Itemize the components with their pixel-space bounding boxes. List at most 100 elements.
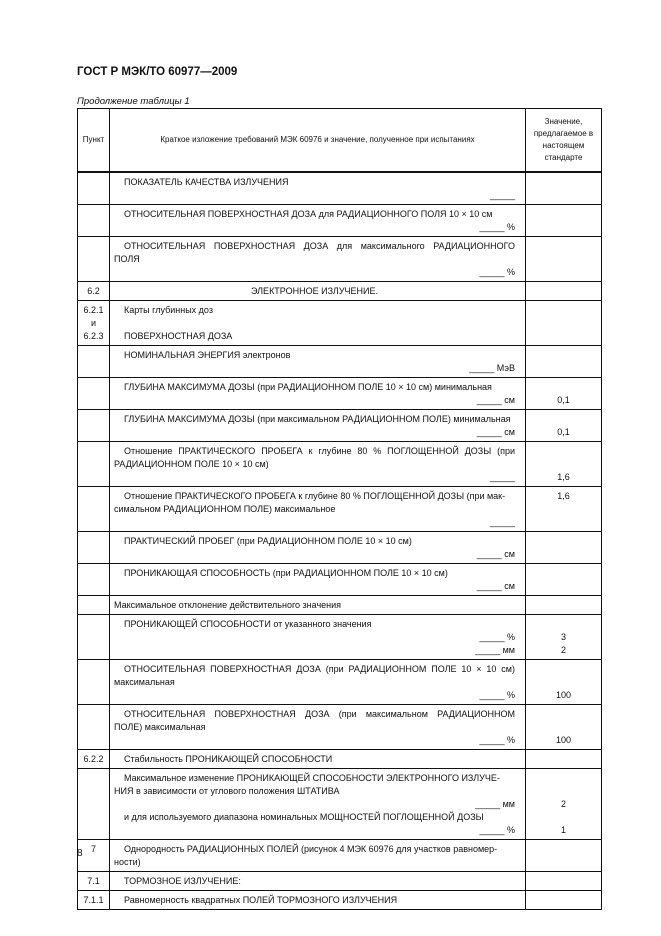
- punkt-cell: 6.2.1 и 6.2.3: [77, 300, 110, 346]
- requirement-text: максимальная: [114, 677, 175, 687]
- standard-value: 100: [555, 735, 572, 745]
- standard-value: [526, 811, 601, 824]
- standard-value: 1,6: [557, 472, 570, 482]
- blank-field: _____: [489, 472, 515, 482]
- table-row: ОТНОСИТЕЛЬНАЯ ПОВЕРХНОСТНАЯ ДОЗА (при ма…: [77, 704, 602, 750]
- punkt-number: и: [90, 318, 97, 328]
- standard-value: [526, 266, 601, 279]
- standard-value: 1,6: [557, 491, 570, 501]
- requirement-text: ОТНОСИТЕЛЬНАЯ ПОВЕРХНОСТНАЯ ДОЗА (при ма…: [124, 709, 515, 719]
- table-row: Отношение ПРАКТИЧЕСКОГО ПРОБЕГА к глубин…: [77, 486, 602, 532]
- punkt-cell: 7.1.1: [77, 890, 110, 910]
- summary-cell: Стабильность ПРОНИКАЮЩЕЙ СПОСОБНОСТИ: [109, 749, 526, 769]
- table-row: НОМИНАЛЬНАЯ ЭНЕРГИЯ электронов _____ МэВ: [77, 345, 602, 378]
- summary-cell: ОТНОСИТЕЛЬНАЯ ПОВЕРХНОСТНАЯ ДОЗА (при ма…: [109, 704, 526, 750]
- standard-value: [526, 785, 601, 798]
- punkt-cell: 7.1: [77, 871, 110, 891]
- standard-value: [526, 253, 601, 266]
- requirement-text: и для используемого диапазона номинальны…: [124, 812, 484, 822]
- table-row: ОТНОСИТЕЛЬНАЯ ПОВЕРХНОСТНАЯ ДОЗА (при РА…: [77, 659, 602, 705]
- punkt-number: 6.2: [87, 286, 100, 296]
- requirement-text: Равномерность квадратных ПОЛЕЙ ТОРМОЗНОГ…: [124, 895, 398, 905]
- requirement-text: РАДИАЦИОННОМ ПОЛЕ 10 × 10 см): [114, 459, 269, 469]
- punkt-cell: [77, 563, 110, 596]
- table-body: ПОКАЗАТЕЛЬ КАЧЕСТВА ИЗЛУЧЕНИЯ _____ ОТНОСИ…: [77, 171, 602, 910]
- summary-cell: Максимальное изменение ПРОНИКАЮЩЕЙ СПОСО…: [109, 768, 526, 840]
- summary-cell: ОТНОСИТЕЛЬНАЯ ПОВЕРХНОСТНАЯ ДОЗА для мак…: [109, 236, 526, 282]
- punkt-cell: 6.2.2: [77, 749, 110, 769]
- blank-field: _____: [489, 517, 515, 527]
- summary-cell: НОМИНАЛЬНАЯ ЭНЕРГИЯ электронов _____ МэВ: [109, 345, 526, 378]
- value-cell: [525, 345, 602, 378]
- value-cell: [525, 839, 602, 872]
- standard-value: [526, 580, 601, 593]
- standard-value: [526, 503, 601, 516]
- value-cell: [525, 281, 602, 301]
- table-caption: Продолжение таблицы 1: [77, 96, 190, 107]
- punkt-cell: [77, 704, 110, 750]
- value-cell: 1,6: [525, 486, 602, 532]
- table-row: ПРОНИКАЮЩЕЙ СПОСОБНОСТИ от указанного зн…: [77, 614, 602, 660]
- standard-value: [526, 843, 601, 856]
- standard-value: [526, 567, 601, 580]
- requirement-text: ОТНОСИТЕЛЬНАЯ ПОВЕРХНОСТНАЯ ДОЗА для мак…: [124, 241, 515, 251]
- standard-value: [526, 445, 601, 458]
- table-row: ГЛУБИНА МАКСИМУМА ДОЗЫ (при максимальном…: [77, 409, 602, 442]
- value-cell: [525, 171, 602, 205]
- standard-value: 0,1: [557, 395, 570, 405]
- blank-field: _____ см: [476, 549, 515, 559]
- standard-value: [526, 349, 601, 362]
- standard-value: [526, 856, 601, 869]
- punkt-cell: 6.2: [77, 281, 110, 301]
- requirement-text: ПОЛЯ: [114, 254, 140, 264]
- requirement-text: ности): [114, 857, 141, 867]
- requirement-text: ОТНОСИТЕЛЬНАЯ ПОВЕРХНОСТНАЯ ДОЗА (при РА…: [124, 664, 515, 674]
- standard-value: 3: [560, 632, 566, 642]
- blank-field: _____ МэВ: [469, 363, 515, 373]
- table-row: Отношение ПРАКТИЧЕСКОГО ПРОБЕГА к глубин…: [77, 441, 602, 487]
- punkt-number: 6.2.2: [83, 754, 104, 764]
- blank-field: _____ мм: [475, 645, 515, 655]
- standard-value: [526, 304, 601, 317]
- table-row: Максимальное изменение ПРОНИКАЮЩЕЙ СПОСО…: [77, 768, 602, 840]
- summary-cell: Однородность РАДИАЦИОННЫХ ПОЛЕЙ (рисунок…: [109, 839, 526, 872]
- table-header-row: Пункт Краткое изложение требований МЭК 6…: [77, 108, 602, 173]
- value-cell: [525, 563, 602, 596]
- standard-value: 2: [560, 645, 566, 655]
- table-row: 6.2 ЭЛЕКТРОННОЕ ИЗЛУЧЕНИЕ.: [77, 281, 602, 301]
- standard-value: 1: [560, 825, 566, 835]
- summary-cell: ГЛУБИНА МАКСИМУМА ДОЗЫ (при РАДИАЦИОННОМ…: [109, 377, 526, 410]
- requirement-text: НИЯ в зависимости от углового положения …: [114, 786, 340, 796]
- requirement-text: ПРОНИКАЮЩАЯ СПОСОБНОСТЬ (при РАДИАЦИОННО…: [124, 568, 448, 578]
- requirement-text: симальном РАДИАЦИОННОМ ПОЛЕ) максимально…: [114, 504, 336, 514]
- requirement-text: ПОВЕРХНОСТНАЯ ДОЗА: [124, 331, 233, 341]
- requirement-text: [114, 317, 515, 330]
- standard-value: [526, 894, 601, 907]
- standard-value: [526, 221, 601, 234]
- punkt-number: 7.1.1: [83, 895, 104, 905]
- punkt-cell: [77, 441, 110, 487]
- requirement-text: Максимальное отклонение действительного …: [114, 600, 342, 610]
- requirement-text: ПРОНИКАЮЩЕЙ СПОСОБНОСТИ от указанного зн…: [124, 619, 372, 629]
- standard-value: 2: [560, 799, 566, 809]
- standard-value: [526, 381, 601, 394]
- requirement-text: Отношение ПРАКТИЧЕСКОГО ПРОБЕГА к глубин…: [124, 446, 515, 456]
- standard-value: [526, 772, 601, 785]
- requirement-text: ГЛУБИНА МАКСИМУМА ДОЗЫ (при РАДИАЦИОННОМ…: [124, 382, 492, 392]
- punkt-cell: [77, 236, 110, 282]
- value-cell: [525, 236, 602, 282]
- summary-cell: ОТНОСИТЕЛЬНАЯ ПОВЕРХНОСТНАЯ ДОЗА (при РА…: [109, 659, 526, 705]
- requirement-text: ЭЛЕКТРОННОЕ ИЗЛУЧЕНИЕ.: [250, 286, 379, 296]
- summary-cell: Отношение ПРАКТИЧЕСКОГО ПРОБЕГА к глубин…: [109, 486, 526, 532]
- punkt-cell: [77, 768, 110, 840]
- standard-value: [526, 676, 601, 689]
- requirement-text: ПРАКТИЧЕСКИЙ ПРОБЕГ (при РАДИАЦИОННОМ ПО…: [124, 536, 412, 546]
- blank-field: _____ %: [479, 267, 515, 277]
- value-cell: [525, 204, 602, 237]
- punkt-number: 7.1: [87, 876, 100, 886]
- summary-cell: Карты глубинных доз ПОВЕРХНОСТНАЯ ДОЗА: [109, 300, 526, 346]
- standard-value: 100: [555, 690, 572, 700]
- standard-value: [526, 721, 601, 734]
- table-row: ПРОНИКАЮЩАЯ СПОСОБНОСТЬ (при РАДИАЦИОННО…: [77, 563, 602, 596]
